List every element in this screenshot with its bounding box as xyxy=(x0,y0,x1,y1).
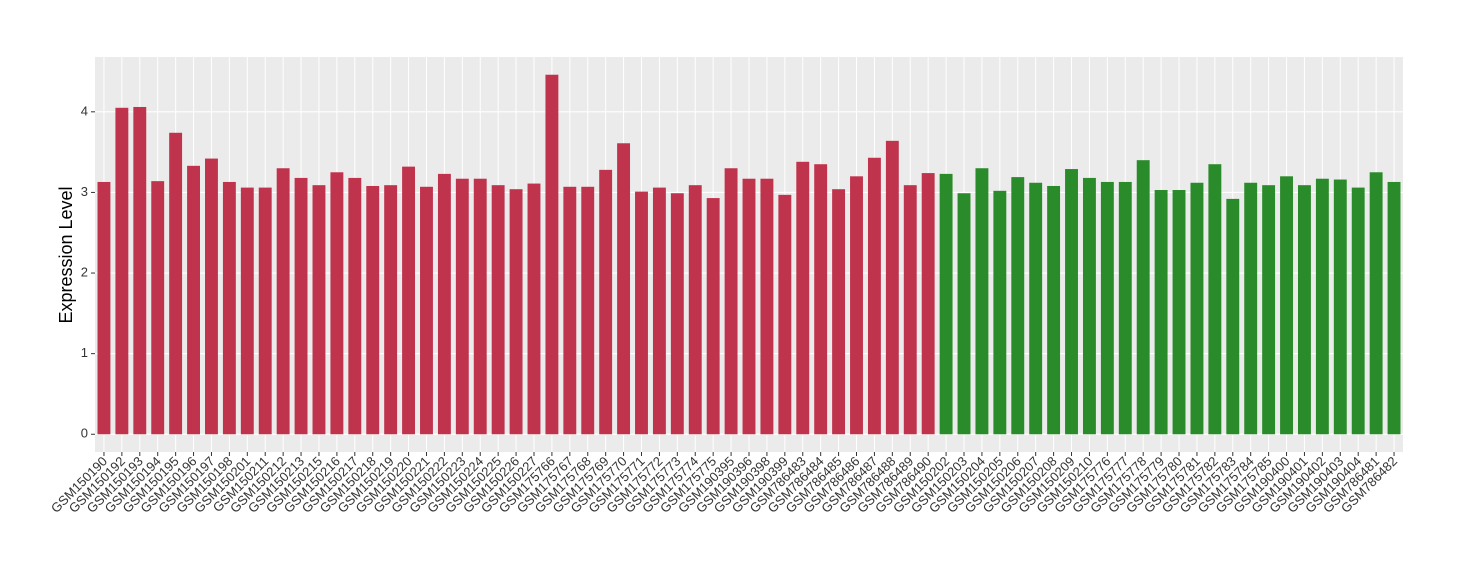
bar xyxy=(688,185,702,435)
bar xyxy=(384,185,398,435)
bar xyxy=(115,107,129,435)
bar xyxy=(1190,182,1204,435)
bar xyxy=(1100,181,1114,435)
bar xyxy=(366,185,380,435)
bar xyxy=(1208,164,1222,435)
bar xyxy=(1280,176,1293,435)
y-tick-label: 2 xyxy=(81,264,88,279)
bar xyxy=(455,178,469,435)
bar xyxy=(1065,169,1078,435)
bar xyxy=(187,165,200,435)
bar xyxy=(1011,177,1025,435)
bar xyxy=(1226,198,1240,435)
y-tick-label: 4 xyxy=(81,103,88,118)
bar xyxy=(420,186,433,435)
bar xyxy=(1387,181,1401,435)
bar xyxy=(258,187,272,435)
bar xyxy=(1262,185,1276,435)
bar xyxy=(975,168,989,435)
y-tick-label: 1 xyxy=(81,345,88,360)
bar xyxy=(348,177,362,435)
bar xyxy=(599,169,613,435)
y-axis-title: Expression Level xyxy=(56,186,76,323)
bar xyxy=(205,158,218,435)
bar xyxy=(867,157,881,435)
bar xyxy=(437,173,451,435)
bar xyxy=(1315,178,1329,435)
bar xyxy=(1333,179,1347,435)
bar xyxy=(957,193,971,435)
bar xyxy=(1298,185,1311,435)
bar xyxy=(312,185,326,435)
bar xyxy=(885,140,899,435)
bar xyxy=(563,186,577,435)
bar xyxy=(724,168,738,435)
bar xyxy=(903,185,917,435)
bar xyxy=(1369,172,1383,435)
bar xyxy=(240,187,254,435)
bar xyxy=(473,178,487,435)
bar xyxy=(133,106,147,435)
bar xyxy=(581,186,595,435)
bar xyxy=(97,181,111,435)
bar xyxy=(778,194,792,435)
bar xyxy=(169,132,183,435)
bar xyxy=(1154,190,1168,435)
bar xyxy=(921,173,935,435)
bar xyxy=(814,164,828,435)
bar xyxy=(294,177,308,435)
bar xyxy=(939,173,953,435)
bar xyxy=(1172,190,1186,435)
bar xyxy=(706,198,720,435)
bar xyxy=(276,168,290,435)
bar xyxy=(1029,182,1043,435)
bar xyxy=(1082,177,1096,435)
bar xyxy=(796,161,810,435)
bar xyxy=(1136,160,1150,435)
bar xyxy=(222,181,236,435)
bar xyxy=(1118,181,1132,435)
bar xyxy=(760,178,774,435)
bar xyxy=(1351,187,1365,435)
bar xyxy=(545,74,559,435)
bar xyxy=(330,172,344,435)
y-tick-label: 3 xyxy=(81,184,88,199)
bar xyxy=(670,193,684,435)
bar xyxy=(1047,185,1061,435)
bar xyxy=(742,178,756,435)
bar xyxy=(402,166,416,435)
y-tick-label: 0 xyxy=(81,426,88,441)
bar xyxy=(993,190,1007,435)
bar xyxy=(832,189,846,435)
bar xyxy=(509,189,523,435)
bar xyxy=(850,176,863,435)
bar xyxy=(491,185,505,435)
bar xyxy=(151,181,165,435)
bar xyxy=(617,143,631,435)
bar xyxy=(652,187,666,435)
bar xyxy=(635,191,648,435)
bar xyxy=(527,183,541,435)
bar xyxy=(1244,182,1258,435)
